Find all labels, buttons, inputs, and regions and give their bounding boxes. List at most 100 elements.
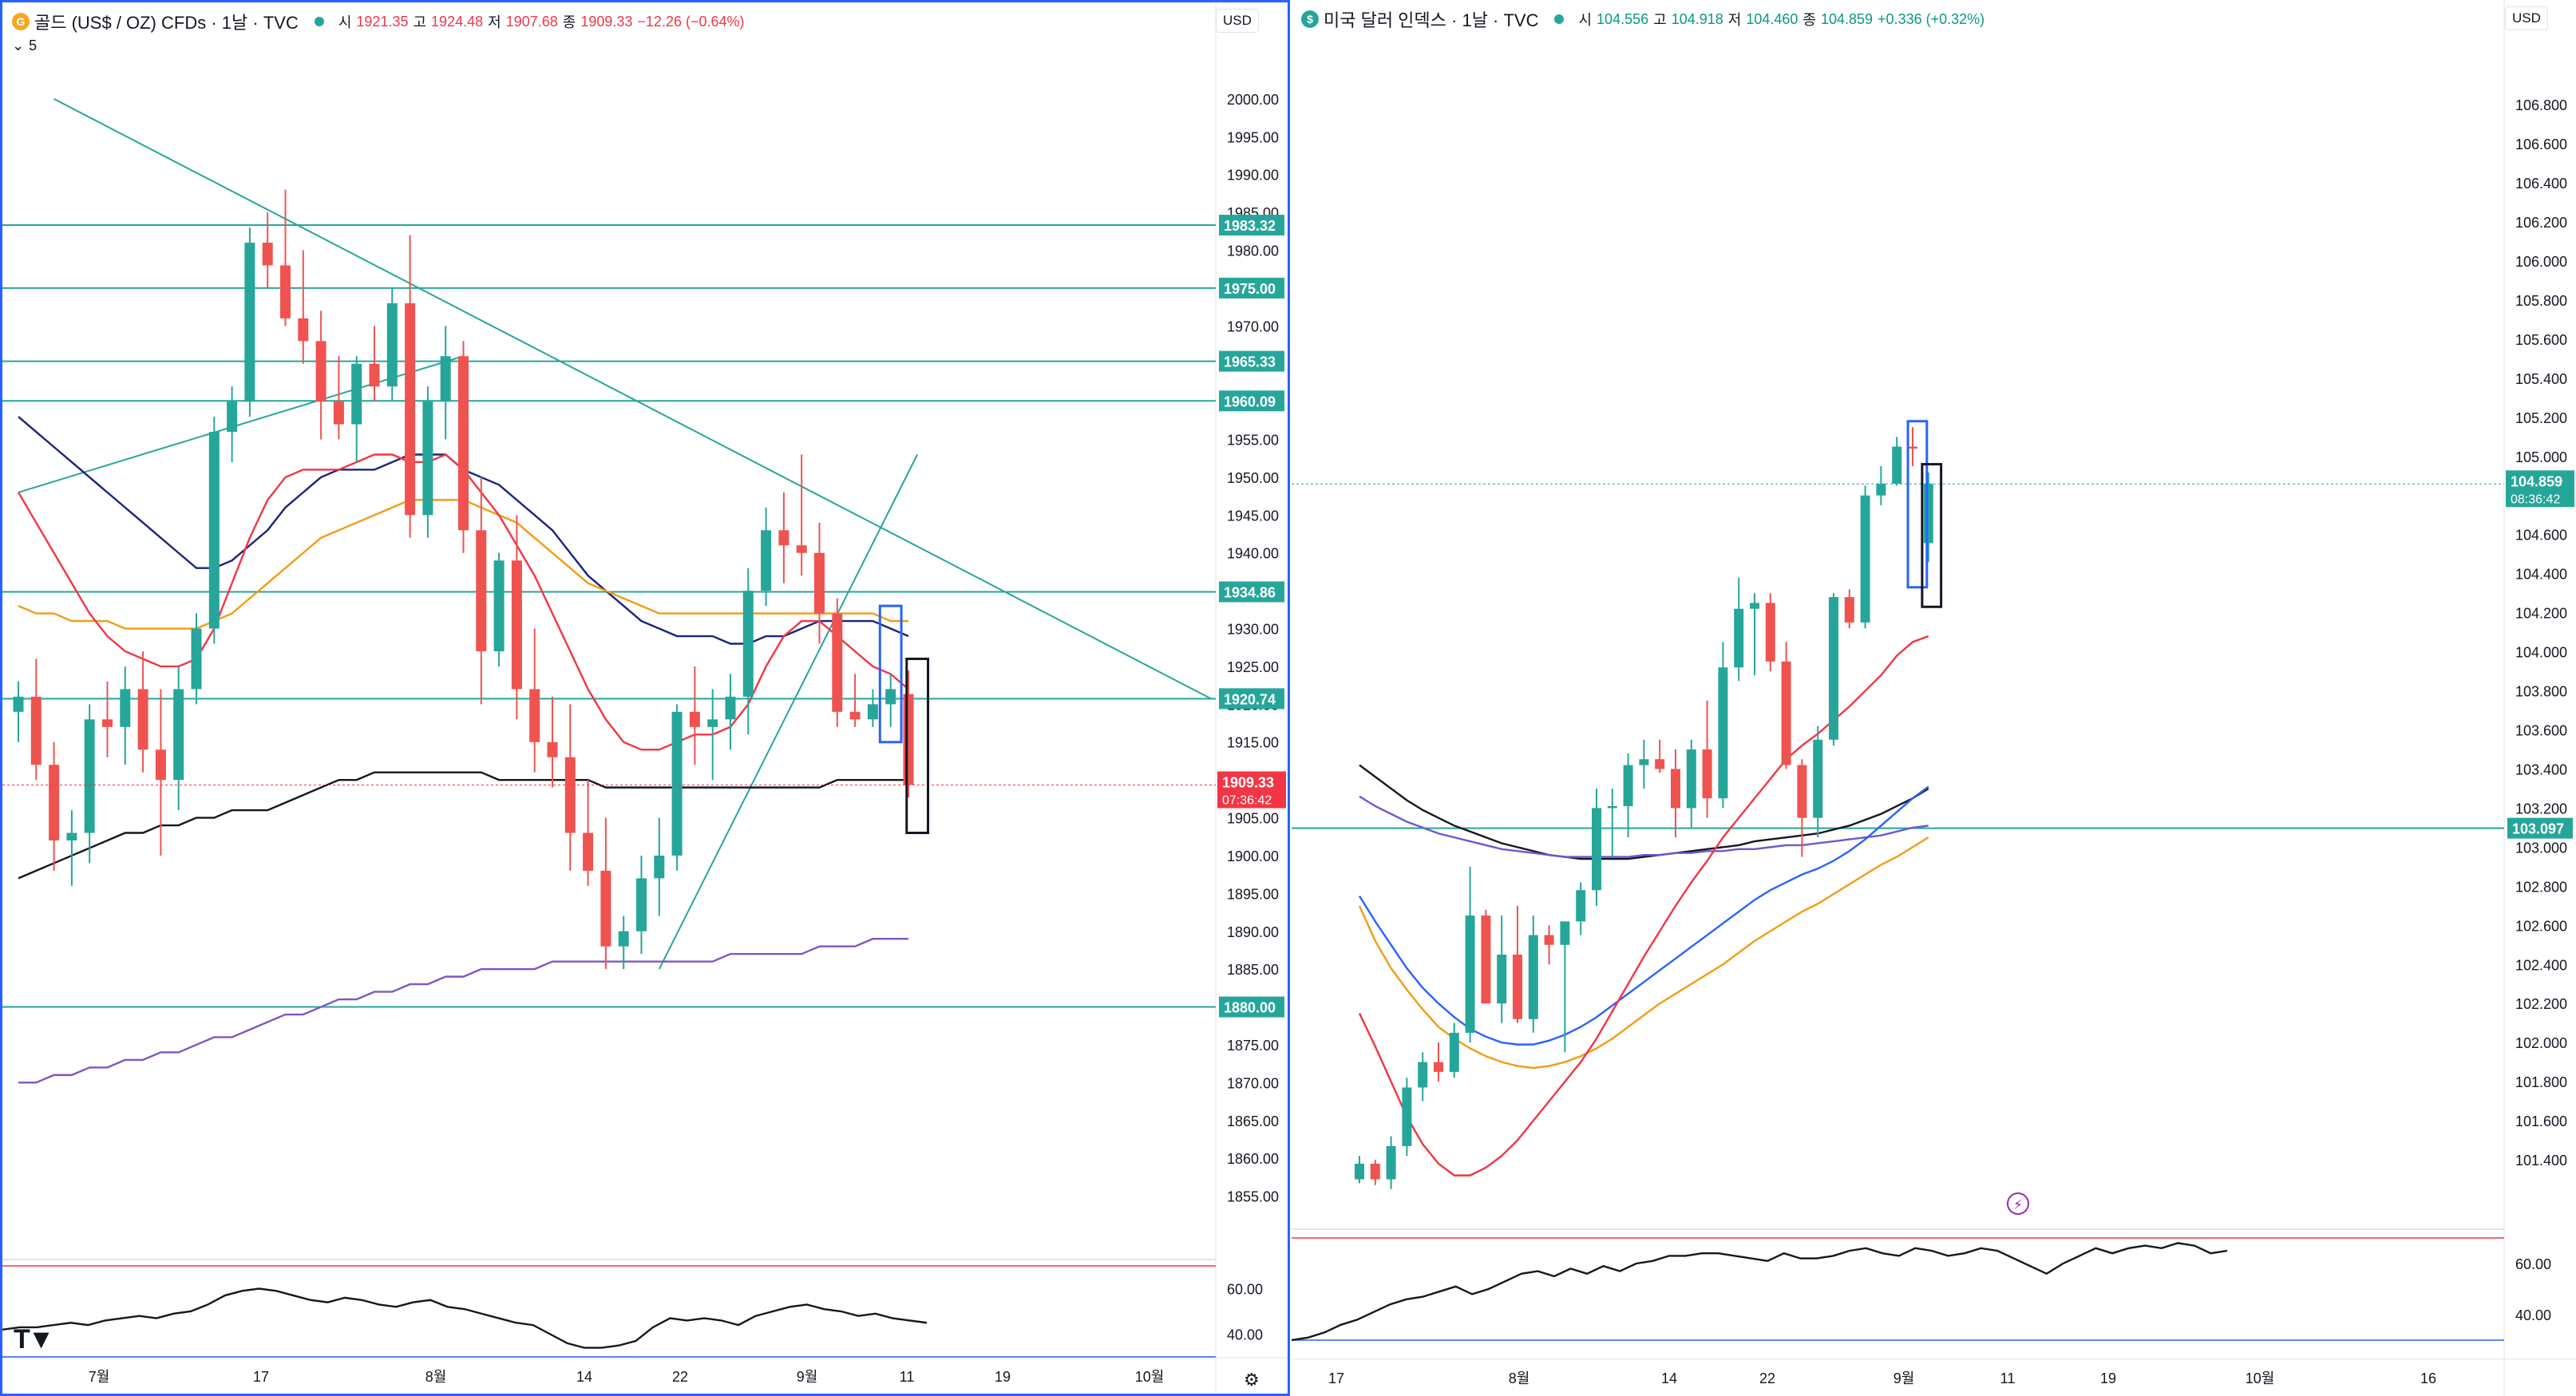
- volume-indicator[interactable]: ⌄ 5: [12, 38, 37, 54]
- x-tick-label: 11: [2000, 1370, 2016, 1386]
- candle-body: [761, 530, 772, 591]
- y-tick-label: 102.200: [2515, 996, 2567, 1012]
- candle-body: [1781, 661, 1791, 765]
- y-tick-label: 1955.00: [1227, 433, 1279, 449]
- last-price-bg: [2506, 470, 2574, 508]
- dxy-chart-title[interactable]: 미국 달러 인덱스 · 1날 · TVC: [1324, 10, 1539, 30]
- candle-body: [511, 560, 522, 690]
- currency-button[interactable]: USD: [1216, 9, 1259, 33]
- candle-body: [458, 356, 469, 531]
- candle-body: [280, 265, 291, 318]
- x-tick-label: 8월: [425, 1369, 447, 1385]
- candle-body: [1576, 890, 1586, 922]
- chevron-down-icon[interactable]: ⌄: [12, 38, 25, 53]
- y-tick-label: 1940.00: [1227, 546, 1279, 562]
- lightning-icon[interactable]: ⚡: [2007, 1192, 2029, 1215]
- highlight-box: [1921, 463, 1943, 608]
- dxy-chart-canvas[interactable]: 106.800 106.600 106.400 106.200 106.000 105.8…: [1292, 0, 2576, 1396]
- candle-body: [262, 243, 273, 266]
- candle-body: [120, 689, 131, 727]
- rsi-line: [2, 1287, 928, 1349]
- ohlc-close-label: 종: [1802, 12, 1816, 28]
- ohlc-low-label: 저: [488, 14, 501, 30]
- gold-chart-title[interactable]: 골드 (US$ / OZ) CFDs · 1날 · TVC: [34, 13, 299, 33]
- volume-value: 5: [29, 38, 38, 53]
- x-tick-label: 17: [253, 1369, 269, 1385]
- y-tick-label: 1870.00: [1227, 1075, 1279, 1091]
- last-price-label: 1909.33: [1222, 774, 1274, 790]
- x-tick-label: 9월: [797, 1369, 818, 1385]
- candle-body: [1402, 1087, 1412, 1146]
- candle-body: [244, 243, 255, 402]
- y-tick-label: 1885.00: [1227, 962, 1279, 978]
- ohlc-close-value: 104.859: [1820, 10, 1874, 27]
- y-tick-label: 105.400: [2515, 371, 2567, 387]
- y-tick-label: 103.400: [2515, 761, 2567, 777]
- candle-body: [333, 401, 344, 425]
- ohlc-open-value: 1921.35: [356, 13, 409, 30]
- currency-button[interactable]: USD: [2505, 6, 2548, 30]
- y-tick-label: 1905.00: [1227, 811, 1279, 827]
- candle-body: [1481, 916, 1491, 1004]
- candle-body: [173, 689, 184, 781]
- ohlc-change: −12.26 (−0.64%): [637, 13, 745, 30]
- candle-body: [1686, 749, 1696, 809]
- candle-body: [849, 711, 861, 720]
- y-tick-label: 104.600: [2515, 528, 2567, 544]
- candle-body: [315, 341, 326, 402]
- y-tick-label: 105.000: [2515, 449, 2567, 465]
- moving-average-line: [18, 938, 908, 1084]
- candle-body: [1765, 603, 1775, 662]
- gold-chart-panel[interactable]: 2000.001995.001990.001985.001980.001975.…: [0, 0, 1290, 1396]
- rsi-tick-label: 40.00: [2515, 1307, 2551, 1323]
- candle-body: [13, 696, 24, 712]
- highlight-box: [1906, 420, 1929, 589]
- y-tick-label: 102.600: [2515, 918, 2567, 934]
- candle-body: [885, 689, 896, 705]
- candle-body: [867, 704, 878, 720]
- y-tick-label: 101.800: [2515, 1074, 2567, 1090]
- gear-icon[interactable]: ⚙: [1244, 1370, 1260, 1390]
- gold-symbol-icon: G: [12, 13, 30, 30]
- candle-body: [583, 832, 594, 871]
- ohlc-open-label: 시: [1578, 12, 1593, 28]
- candle-body: [832, 613, 843, 712]
- y-tick-label: 1865.00: [1227, 1113, 1279, 1129]
- candle-body: [84, 719, 95, 833]
- countdown-label: 07:36:42: [1222, 793, 1272, 807]
- candle-body: [66, 832, 77, 840]
- candle-body: [1513, 955, 1522, 1019]
- tradingview-logo-icon[interactable]: T▼: [14, 1324, 54, 1354]
- moving-average-line: [1359, 764, 1929, 860]
- candle-body: [1370, 1163, 1380, 1180]
- level-label: 1934.86: [1224, 584, 1276, 600]
- dxy-chart-header: $ 미국 달러 인덱스 · 1날 · TVC 시 104.556 고 104.918…: [1301, 6, 1984, 32]
- dollar-symbol-icon: $: [1301, 10, 1319, 28]
- candle-body: [654, 855, 665, 879]
- candle-body: [405, 303, 416, 516]
- candle-body: [1844, 597, 1854, 623]
- level-label-bg: [1219, 350, 1284, 372]
- candle-body: [1465, 916, 1475, 1033]
- ohlc-low-value: 1907.68: [505, 13, 558, 30]
- candle-body: [1813, 739, 1823, 818]
- y-tick-label: 105.200: [2515, 410, 2567, 426]
- candle-body: [903, 694, 914, 785]
- moving-average-line: [1358, 836, 1929, 1070]
- ohlc-change: +0.336 (+0.32%): [1878, 10, 1985, 27]
- ohlc-open-label: 시: [338, 14, 352, 30]
- dxy-chart-panel[interactable]: 106.800 106.600 106.400 106.200 106.000 105.8…: [1292, 0, 2576, 1396]
- ohlc-close-value: 1909.33: [580, 13, 633, 30]
- y-tick-label: 1855.00: [1227, 1189, 1279, 1205]
- gold-chart-canvas[interactable]: 2000.001995.001990.001985.001980.001975.…: [2, 2, 1288, 1394]
- candle-body: [191, 628, 202, 690]
- moving-average-line: [18, 771, 908, 880]
- x-tick-label: 8월: [1509, 1370, 1530, 1386]
- y-tick-label: 1980.00: [1227, 243, 1279, 259]
- candle-body: [618, 931, 629, 947]
- rsi-tick-label: 60.00: [1227, 1282, 1263, 1298]
- candle-body: [1923, 484, 1933, 544]
- y-tick-label: 1945.00: [1227, 508, 1279, 524]
- y-tick-label: 1970.00: [1227, 318, 1279, 334]
- y-tick-label: 1990.00: [1227, 168, 1279, 184]
